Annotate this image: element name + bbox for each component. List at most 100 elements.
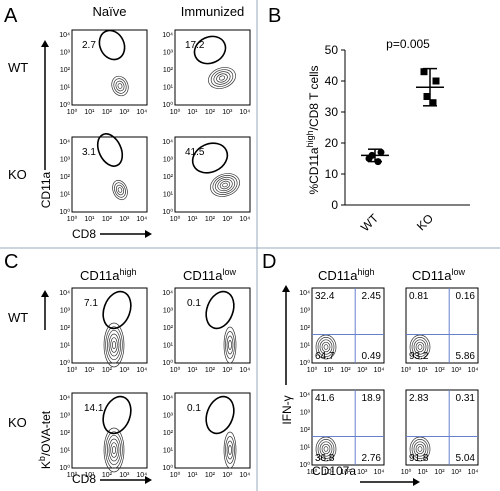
- contour: [214, 176, 236, 194]
- label-sup: high: [358, 267, 375, 277]
- contour: [117, 83, 123, 89]
- y-tick-label: 50: [325, 43, 339, 57]
- quadrant-value: 41.6: [315, 393, 335, 404]
- y-tick-label: 10⁰: [299, 461, 310, 469]
- label-sup: high: [305, 130, 315, 147]
- label-main: %CD11a: [307, 147, 321, 194]
- x-tick-label: 10³: [222, 216, 233, 223]
- label-rest: /CD8 T cells: [307, 65, 321, 130]
- y-tick-label: 10³: [300, 308, 311, 315]
- arrow-head: [41, 290, 49, 297]
- gate-value: 3.1: [82, 147, 96, 158]
- contour: [225, 436, 235, 464]
- axis-label: CD8: [72, 472, 96, 486]
- chart-title: p=0.005: [386, 37, 430, 51]
- y-tick-label: 10⁰: [162, 464, 173, 472]
- y-tick-label: 10⁴: [162, 139, 173, 146]
- gate: [98, 29, 126, 61]
- quadrant-value: 0.49: [362, 351, 382, 362]
- contour: [321, 341, 331, 353]
- y-tick-label: 10⁴: [299, 290, 310, 297]
- x-tick-label: 10¹: [84, 109, 95, 116]
- x-tick-label: 10⁰: [170, 215, 181, 223]
- gate: [205, 290, 235, 330]
- gate-value: 41.5: [185, 147, 205, 158]
- x-tick-label: 10¹: [324, 469, 335, 476]
- panel-letter: A: [4, 5, 18, 27]
- x-tick-label: 10³: [357, 367, 368, 374]
- plot-frame: [174, 29, 251, 106]
- quadrant-value: 2.83: [409, 393, 429, 404]
- gate-value: 0.1: [187, 298, 201, 309]
- gate-value: 0.1: [187, 403, 201, 414]
- x-tick-label: 10²: [102, 472, 113, 479]
- quadrant-value: 0.16: [456, 291, 476, 302]
- contour: [208, 67, 236, 89]
- y-tick-label: 10²: [60, 174, 71, 181]
- contour: [210, 173, 240, 197]
- y-tick-label: 10⁴: [59, 139, 70, 146]
- x-tick-label: 10¹: [187, 367, 198, 374]
- contour: [106, 329, 122, 361]
- contour: [417, 344, 423, 350]
- y-tick-label: 10⁰: [59, 359, 70, 367]
- x-tick-label: 10⁰: [401, 468, 412, 476]
- contour: [110, 442, 118, 458]
- x-tick-label: 10¹: [187, 472, 198, 479]
- y-tick-label: 10⁰: [162, 101, 173, 109]
- label-main: CD11a: [80, 268, 120, 283]
- contour: [417, 446, 423, 452]
- arrow-head: [282, 285, 290, 292]
- y-tick-label: 10¹: [300, 343, 311, 350]
- x-tick-label: 10⁴: [468, 367, 479, 374]
- x-tick-label: 10¹: [418, 367, 429, 374]
- label-rest: /OVA-tet: [39, 410, 53, 456]
- x-tick-label: 10⁴: [239, 472, 250, 479]
- gate: [96, 133, 124, 167]
- plot-frame: [71, 29, 148, 106]
- contour: [105, 326, 123, 364]
- y-tick-label: 10: [325, 167, 339, 181]
- plot-frame: [405, 389, 479, 466]
- contour: [415, 443, 425, 455]
- y-tick-label: 10³: [163, 308, 174, 315]
- y-tick-label: 10²: [163, 430, 174, 437]
- gate-value: 7.1: [84, 298, 98, 309]
- x-tick-label: 10²: [102, 216, 113, 223]
- quadrant-value: 0.81: [409, 291, 429, 302]
- y-tick-label: 10³: [163, 157, 174, 164]
- label: CD11alow: [412, 267, 466, 283]
- x-tick-label: KO: [414, 211, 436, 233]
- y-tick-label: 10²: [163, 67, 174, 74]
- contour: [319, 441, 333, 457]
- x-tick-label: 10³: [119, 109, 130, 116]
- x-tick-label: 10³: [451, 367, 462, 374]
- x-tick-label: 10²: [340, 367, 351, 374]
- column-header: Immunized: [181, 4, 245, 19]
- x-tick-label: 10¹: [324, 367, 335, 374]
- label: %CD11ahigh/CD8 T cells: [305, 65, 321, 194]
- label-main: K: [39, 461, 53, 469]
- quadrant-value: 0.31: [456, 393, 476, 404]
- y-tick-label: 10²: [300, 427, 311, 434]
- plot-frame: [71, 136, 148, 213]
- x-tick-label: 10³: [119, 472, 130, 479]
- x-tick-label: 10⁴: [136, 367, 147, 374]
- x-tick-label: 10¹: [418, 469, 429, 476]
- axis-label: IFN-γ: [280, 395, 294, 424]
- y-tick-label: 10³: [300, 410, 311, 417]
- contour: [103, 427, 125, 473]
- x-tick-label: 10²: [205, 472, 216, 479]
- y-tick-label: 40: [325, 74, 339, 88]
- x-tick-label: 10⁰: [170, 366, 181, 374]
- label: CD11ahigh: [80, 267, 137, 283]
- x-tick-label: 10²: [205, 216, 216, 223]
- column-header: Naïve: [93, 4, 127, 19]
- plot-frame: [174, 287, 251, 364]
- contour: [413, 339, 427, 355]
- contour: [228, 340, 232, 350]
- x-tick-label: 10⁴: [374, 469, 385, 476]
- contour: [415, 341, 425, 353]
- point: [429, 99, 437, 107]
